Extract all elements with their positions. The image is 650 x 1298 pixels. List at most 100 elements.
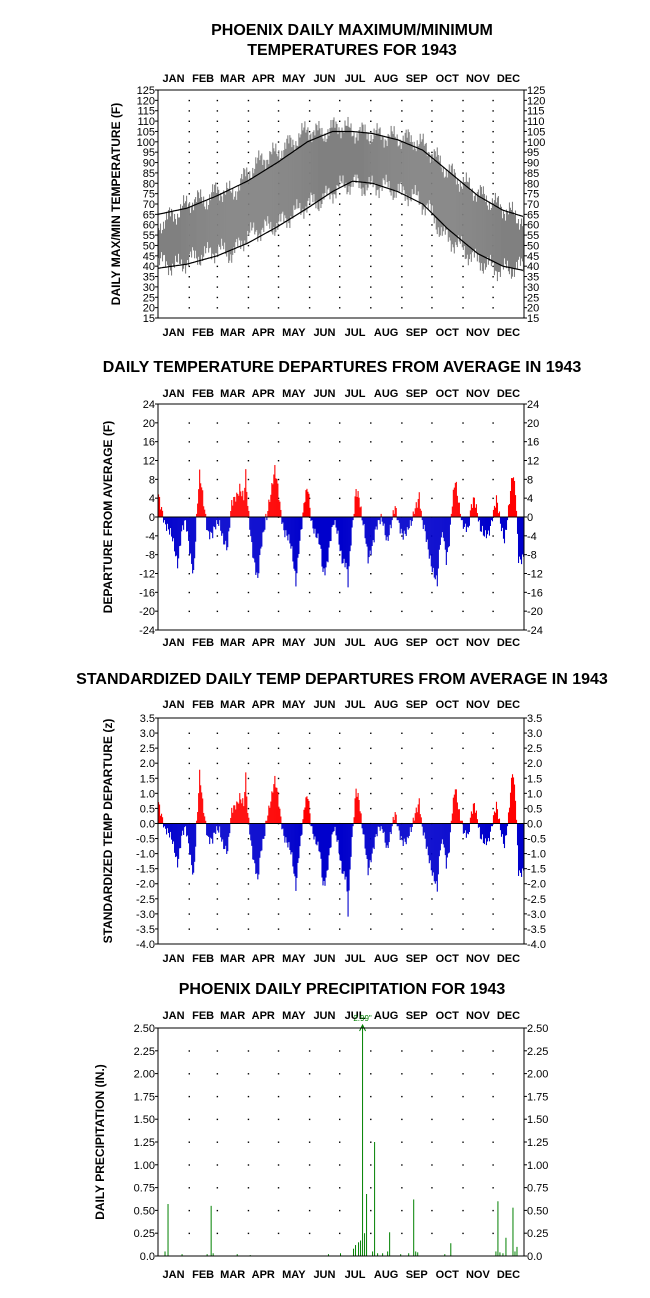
cold-bar bbox=[365, 517, 367, 544]
grid-dot bbox=[401, 497, 403, 500]
cold-bar bbox=[340, 823, 342, 861]
warm-bar bbox=[158, 802, 160, 824]
grid-dot bbox=[462, 1164, 464, 1166]
cold-bar bbox=[433, 517, 435, 578]
cold-bar bbox=[337, 517, 339, 531]
cold-bar bbox=[370, 517, 372, 556]
grid-dot bbox=[462, 928, 464, 930]
cold-bar bbox=[468, 517, 470, 526]
cold-bar bbox=[390, 517, 392, 529]
cold-bar bbox=[324, 517, 326, 576]
grid-dot bbox=[188, 296, 190, 299]
cold-bar bbox=[314, 823, 316, 837]
grid-dot bbox=[216, 792, 219, 795]
warm-bar bbox=[472, 803, 474, 824]
grid-dot bbox=[338, 441, 341, 443]
grid-dot bbox=[216, 110, 219, 112]
grid-dot bbox=[338, 1209, 341, 1212]
cold-bar bbox=[503, 517, 506, 544]
month-label-top: NOV bbox=[466, 699, 491, 711]
warm-bar bbox=[450, 513, 452, 517]
warm-bar bbox=[418, 798, 420, 824]
cold-bar bbox=[449, 517, 451, 525]
grid-dot bbox=[370, 422, 372, 424]
cold-bar bbox=[339, 517, 341, 552]
y-tick-label-left: 55 bbox=[143, 230, 155, 242]
warm-bar bbox=[305, 797, 307, 824]
grid-dot bbox=[247, 422, 250, 424]
cold-bar bbox=[318, 823, 320, 852]
y-tick-label-left: 35 bbox=[143, 272, 155, 284]
cold-bar bbox=[488, 517, 491, 536]
cold-bar bbox=[502, 823, 505, 844]
warm-bar bbox=[242, 490, 244, 517]
cold-bar bbox=[322, 823, 324, 886]
cold-bar bbox=[482, 823, 484, 844]
grid-dot bbox=[277, 732, 280, 734]
grid-dot bbox=[216, 422, 219, 424]
y-tick-label-right: 45 bbox=[527, 251, 539, 263]
grid-dot bbox=[277, 307, 280, 309]
grid-dot bbox=[370, 868, 372, 870]
cold-bar bbox=[490, 823, 493, 827]
warm-bar bbox=[470, 811, 472, 824]
grid-dot bbox=[462, 1141, 464, 1143]
month-label-bottom: AUG bbox=[374, 953, 398, 965]
cold-bar bbox=[467, 517, 469, 528]
month-label-top: DEC bbox=[497, 73, 520, 85]
grid-dot bbox=[277, 610, 280, 613]
cold-bar bbox=[347, 517, 349, 588]
month-label-bottom: JUN bbox=[313, 637, 335, 649]
cold-bar bbox=[262, 517, 264, 533]
warm-bar bbox=[309, 813, 311, 824]
cold-bar bbox=[333, 823, 335, 832]
cold-bar bbox=[488, 823, 491, 842]
cold-bar bbox=[289, 517, 291, 544]
cold-bar bbox=[487, 517, 490, 531]
grid-dot bbox=[308, 610, 311, 613]
cold-bar bbox=[499, 823, 502, 831]
warm-bar bbox=[419, 508, 421, 517]
cold-bar bbox=[169, 517, 171, 535]
warm-bar bbox=[243, 806, 245, 824]
cold-bar bbox=[352, 517, 354, 521]
cold-bar bbox=[375, 823, 377, 835]
warm-bar bbox=[201, 487, 203, 517]
grid-dot bbox=[370, 610, 372, 613]
grid-dot bbox=[401, 610, 403, 613]
grid-dot bbox=[308, 265, 311, 268]
cold-bar bbox=[366, 823, 368, 859]
grid-dot bbox=[462, 478, 464, 481]
grid-dot bbox=[462, 1073, 464, 1075]
warm-bar bbox=[246, 491, 248, 517]
cold-bar bbox=[423, 517, 425, 525]
cold-bar bbox=[314, 517, 316, 529]
cold-bar bbox=[342, 823, 344, 874]
grid-dot bbox=[492, 307, 494, 309]
y-tick-label-right: 16 bbox=[527, 437, 539, 449]
warm-bar bbox=[235, 809, 237, 824]
cold-bar bbox=[294, 517, 296, 571]
cold-bar bbox=[389, 517, 391, 525]
warm-bar bbox=[507, 812, 510, 824]
y-tick-label-right: 0 bbox=[527, 512, 533, 524]
y-tick-label-right: -24 bbox=[527, 625, 543, 637]
cold-bar bbox=[212, 517, 214, 539]
warm-bar bbox=[392, 510, 394, 517]
grid-dot bbox=[308, 286, 311, 288]
warm-bar bbox=[357, 792, 359, 824]
warm-bar bbox=[204, 816, 206, 824]
grid-dot bbox=[216, 1050, 219, 1052]
cold-bar bbox=[362, 517, 364, 526]
month-label-top: NOV bbox=[466, 73, 491, 85]
grid-dot bbox=[216, 182, 219, 185]
warm-bar bbox=[231, 500, 233, 517]
cold-bar bbox=[435, 517, 437, 576]
grid-dot bbox=[401, 591, 403, 594]
grid-dot bbox=[247, 732, 250, 734]
warm-bar bbox=[494, 507, 497, 517]
cold-bar bbox=[403, 823, 405, 839]
cold-bar bbox=[207, 823, 209, 836]
y-tick-label-right: 120 bbox=[527, 95, 545, 107]
grid-dot bbox=[247, 1164, 250, 1166]
